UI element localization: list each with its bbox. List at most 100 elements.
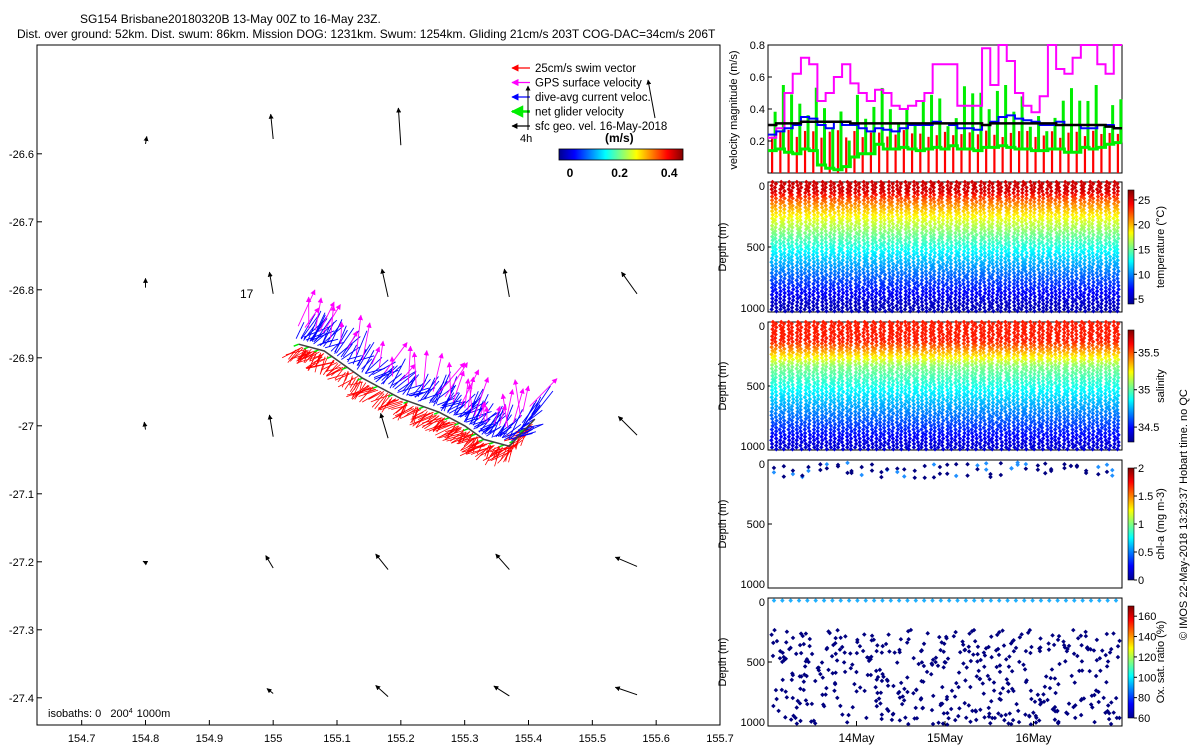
depth-axis-label: Depth (m) — [717, 362, 729, 411]
gps-vector — [500, 393, 509, 429]
swim-vector — [484, 444, 490, 457]
colorbar-tick-label: 0.5 — [1138, 547, 1153, 559]
gps-vector — [513, 379, 522, 418]
gps-vector — [297, 289, 316, 327]
swim-vector — [289, 349, 307, 361]
swim-vector — [309, 353, 324, 362]
swim-vector — [328, 368, 344, 376]
geo-vector-arrow — [614, 686, 638, 696]
swim-vector — [490, 450, 513, 462]
swim-vector — [296, 350, 307, 362]
scale-arrow — [646, 79, 656, 119]
swim-vector — [457, 437, 481, 445]
current-vector — [408, 391, 423, 397]
swim-vector — [440, 425, 459, 437]
current-vector — [406, 387, 429, 396]
swim-vector — [308, 351, 320, 359]
swim-vector — [497, 451, 510, 464]
swim-vector — [307, 361, 335, 369]
swim-vector — [422, 419, 444, 427]
swim-vector — [296, 354, 322, 364]
current-vector — [476, 403, 494, 428]
current-vector — [461, 403, 478, 417]
swim-vector — [359, 381, 363, 390]
legend-label: dive-avg current veloc. — [535, 92, 651, 104]
vertical-colorbar — [1127, 189, 1135, 305]
swim-vector — [444, 432, 467, 438]
swim-vector — [326, 364, 341, 376]
current-vector — [453, 393, 476, 416]
swim-vector — [435, 422, 457, 432]
current-vector — [311, 312, 326, 341]
colorbar-tick-label: 60 — [1138, 713, 1150, 725]
swim-vector — [287, 348, 301, 363]
swim-vector — [345, 372, 349, 381]
current-vector — [324, 341, 345, 349]
swim-vector — [321, 362, 338, 371]
depth-tick-label: 0 — [759, 459, 765, 471]
geo-vector-arrow — [396, 107, 402, 146]
map-x-tick-label: 155.1 — [323, 733, 351, 745]
geo-vector-arrow — [142, 560, 149, 566]
net-velocity-vector — [326, 355, 333, 360]
colorbar-tick-label: 0.2 — [611, 166, 628, 180]
depth-tick-label: 500 — [747, 381, 765, 393]
current-vector — [357, 348, 367, 366]
velocity-bars — [771, 85, 1123, 173]
colorbar-tick-label: 15 — [1138, 244, 1150, 256]
swim-vector — [438, 429, 465, 439]
swim-vector — [388, 403, 403, 410]
swim-vector — [378, 394, 392, 410]
swim-vector — [379, 401, 403, 411]
map-x-tick-label: 154.7 — [68, 733, 96, 745]
gps-vector — [338, 321, 345, 344]
geo-vector-arrow — [267, 271, 274, 294]
current-vector — [414, 379, 431, 398]
current-vector — [417, 373, 429, 397]
swim-vector — [479, 446, 500, 457]
geo-vector-arrow — [143, 135, 149, 145]
current-vector — [495, 422, 514, 437]
colorbar-tick-label: 10 — [1138, 269, 1150, 281]
swim-vector — [305, 358, 326, 369]
current-vector — [402, 374, 417, 392]
colorbar-label: temperature (°C) — [1155, 206, 1167, 288]
map-x-tick-label: 155.6 — [642, 733, 670, 745]
glider-track-line — [298, 343, 536, 448]
current-vector — [533, 390, 554, 415]
current-vector — [447, 392, 460, 414]
current-vector — [406, 376, 416, 395]
swim-vector — [383, 400, 403, 407]
swim-vector — [299, 352, 311, 361]
velocity-ylabel: velocity magnitude (m/s) — [728, 50, 740, 169]
swim-vector — [486, 444, 495, 453]
time-tick-label: 15May — [927, 731, 963, 745]
geo-vector-arrow — [380, 268, 389, 298]
geo-vector-arrow — [267, 414, 274, 437]
swim-vector — [349, 377, 360, 392]
current-vector — [356, 341, 375, 370]
map-x-tick-label: 155.2 — [387, 733, 415, 745]
current-vector — [368, 359, 389, 377]
current-vector — [306, 310, 322, 342]
geostrophic-vectors — [142, 107, 638, 697]
legend-label: net glider velocity — [535, 107, 624, 119]
swim-vector — [488, 449, 509, 462]
swim-vector — [375, 392, 383, 401]
depth-tick-label: 1000 — [741, 717, 765, 729]
profile-dots — [771, 460, 1115, 481]
gps-vector — [467, 383, 473, 414]
swim-vector — [457, 436, 479, 443]
current-vector — [347, 344, 358, 363]
time-tick-label: 16May — [1015, 731, 1051, 745]
colorbar-tick-label: 0.4 — [661, 166, 678, 180]
geo-vector-arrow — [614, 556, 638, 567]
net-velocity-vector — [293, 343, 299, 347]
velocity-series-line — [768, 141, 1122, 172]
colorbar-tick-label: 35.5 — [1138, 347, 1159, 359]
current-vector — [313, 332, 327, 345]
map-y-tick-label: -27 — [18, 421, 34, 433]
annotation-label: 17 — [240, 287, 254, 301]
net-velocity-vector — [341, 366, 348, 371]
